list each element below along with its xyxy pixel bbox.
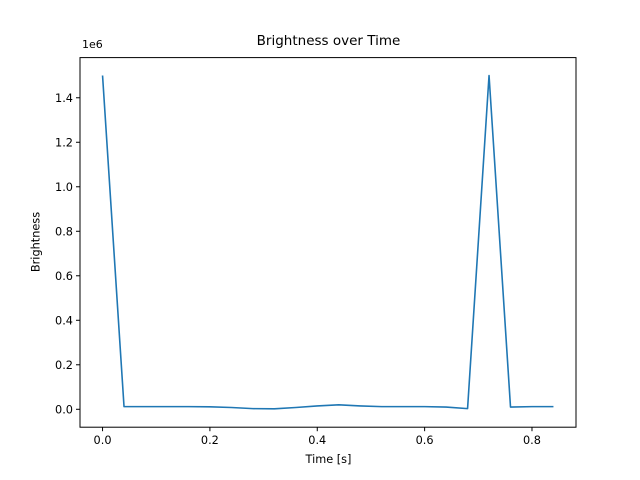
x-tick-label: 0.4 [308, 434, 326, 447]
y-tick-label: 0.0 [55, 403, 73, 416]
x-tick-label: 0.0 [94, 434, 112, 447]
x-axis-label: Time [s] [305, 453, 352, 466]
y-axis-offset-label: 1e6 [82, 38, 103, 51]
y-tick-label: 0.8 [55, 225, 73, 238]
y-tick-label: 0.4 [55, 314, 73, 327]
x-tick-label: 0.8 [523, 434, 541, 447]
y-tick-label: 1.4 [55, 92, 73, 105]
y-tick-label: 0.6 [55, 270, 73, 283]
y-tick-label: 0.2 [55, 359, 73, 372]
x-tick-label: 0.2 [201, 434, 219, 447]
y-tick-label: 1.0 [55, 181, 73, 194]
y-axis-label: Brightness [29, 211, 43, 273]
plot-area [79, 57, 577, 428]
chart-title: Brightness over Time [256, 33, 401, 49]
x-tick-label: 0.6 [416, 434, 434, 447]
y-tick-label: 1.2 [55, 136, 73, 149]
brightness-line [101, 74, 554, 410]
